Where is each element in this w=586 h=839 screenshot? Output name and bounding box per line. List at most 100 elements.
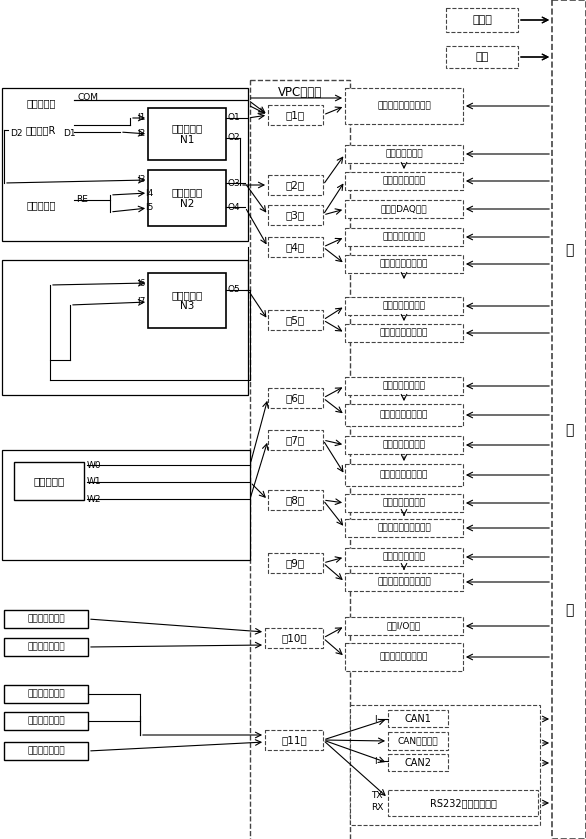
Text: 的3槽: 的3槽	[286, 210, 305, 220]
Text: O5: O5	[228, 285, 241, 294]
Text: 第三铜箔短路线: 第三铜箔短路线	[27, 690, 65, 699]
Bar	[388, 732, 448, 750]
Text: VPC连接器: VPC连接器	[278, 86, 322, 98]
Bar	[8, 195, 74, 215]
Text: I1: I1	[137, 113, 145, 122]
Bar	[345, 573, 463, 591]
Bar	[4, 610, 88, 628]
Text: O4: O4	[228, 202, 241, 211]
Bar	[345, 200, 463, 218]
Bar	[345, 404, 463, 426]
Text: 的1槽: 的1槽	[286, 110, 305, 120]
Bar	[345, 255, 463, 273]
Text: 基准源电路: 基准源电路	[26, 200, 56, 210]
Bar	[4, 712, 88, 730]
Text: I5: I5	[145, 204, 154, 212]
Bar	[350, 705, 540, 825]
Text: D1: D1	[63, 128, 76, 138]
Text: 充学隔离数字输入块: 充学隔离数字输入块	[380, 653, 428, 661]
Bar	[345, 377, 463, 395]
Bar	[446, 46, 518, 68]
Text: 键盘: 键盘	[475, 52, 489, 62]
Text: 的8槽: 的8槽	[286, 495, 305, 505]
Text: 第一铜箔短路线: 第一铜箔短路线	[27, 614, 65, 623]
Text: 的11槽: 的11槽	[281, 735, 307, 745]
Text: 的2槽: 的2槽	[286, 180, 305, 190]
Text: 第一中频开关模块: 第一中频开关模块	[383, 232, 425, 242]
Text: COM: COM	[77, 93, 98, 102]
Bar	[388, 710, 448, 727]
Bar	[268, 310, 323, 330]
Text: 第二通用开关模块: 第二通用开关模块	[383, 553, 425, 561]
Text: 信号路由器
N3: 信号路由器 N3	[171, 289, 203, 311]
Bar	[388, 790, 538, 816]
Bar	[345, 494, 463, 512]
Bar	[552, 0, 586, 839]
Bar	[2, 260, 248, 395]
Bar	[345, 617, 463, 635]
Text: 第三中频开关模块: 第三中频开关模块	[383, 382, 425, 390]
Text: 的5槽: 的5槽	[286, 315, 305, 325]
Text: 第一数字示波器模块: 第一数字示波器模块	[380, 259, 428, 268]
Bar	[345, 297, 463, 315]
Text: 标准电流源: 标准电流源	[26, 98, 56, 108]
Bar	[4, 638, 88, 656]
Bar	[8, 120, 74, 140]
Text: 第一动态信号采集模块: 第一动态信号采集模块	[377, 524, 431, 533]
Text: 多功能DAQ模块: 多功能DAQ模块	[381, 205, 427, 213]
Bar	[345, 172, 463, 190]
Text: I7: I7	[137, 298, 145, 306]
Text: 第二数字示波器模块: 第二数字示波器模块	[380, 329, 428, 337]
Text: 任意波形发生器模块: 任意波形发生器模块	[380, 410, 428, 420]
Bar	[268, 175, 323, 195]
Text: 高电压多路复用器模块: 高电压多路复用器模块	[377, 102, 431, 111]
Bar	[148, 108, 226, 160]
Bar	[4, 742, 88, 760]
Text: RX: RX	[370, 802, 383, 811]
Bar	[265, 628, 323, 648]
Bar	[2, 450, 250, 560]
Bar	[345, 643, 463, 671]
Text: 的10槽: 的10槽	[281, 633, 307, 643]
Text: O3: O3	[228, 179, 241, 187]
Text: 的7槽: 的7槽	[286, 435, 305, 445]
Text: CAN2: CAN2	[404, 758, 431, 768]
Text: 信号路由器
N1: 信号路由器 N1	[171, 123, 203, 145]
Text: 标准电阻R: 标准电阻R	[26, 125, 56, 135]
Bar	[268, 490, 323, 510]
Bar	[345, 145, 463, 163]
Text: CAN1: CAN1	[404, 713, 431, 723]
Text: 的4槽: 的4槽	[286, 242, 305, 252]
Bar	[8, 93, 74, 113]
Text: I4: I4	[145, 189, 154, 197]
Text: I6: I6	[137, 279, 145, 288]
Bar	[148, 273, 226, 328]
Text: I: I	[374, 715, 376, 723]
Text: CAN接口模块: CAN接口模块	[398, 737, 438, 746]
Bar	[388, 754, 448, 771]
Text: 第四铜箔短路线: 第四铜箔短路线	[27, 717, 65, 726]
Text: 第二动态信号采集模块: 第二动态信号采集模块	[377, 577, 431, 586]
Text: 数字I/O模块: 数字I/O模块	[387, 622, 421, 630]
Bar	[345, 519, 463, 537]
Text: O2: O2	[228, 133, 241, 143]
Bar	[4, 685, 88, 703]
Text: 信号路由器
N2: 信号路由器 N2	[171, 187, 203, 209]
Bar	[268, 105, 323, 125]
Text: 第二铜箔短路线: 第二铜箔短路线	[27, 643, 65, 652]
Bar	[268, 553, 323, 573]
Bar	[345, 228, 463, 246]
Text: RE: RE	[76, 195, 88, 205]
Text: RS232串行接口模块: RS232串行接口模块	[430, 798, 496, 808]
Text: D2: D2	[10, 128, 22, 138]
Bar	[345, 436, 463, 454]
Text: O1: O1	[228, 113, 241, 122]
Text: 模拟信号发生模块: 模拟信号发生模块	[383, 176, 425, 185]
Text: W1: W1	[87, 477, 101, 487]
Text: 数字万用表模块: 数字万用表模块	[385, 149, 423, 159]
Text: 制: 制	[565, 423, 573, 437]
Text: 的6槽: 的6槽	[286, 393, 305, 403]
Bar	[250, 80, 350, 839]
Bar	[268, 430, 323, 450]
Text: 第一通用开关模块: 第一通用开关模块	[383, 498, 425, 508]
